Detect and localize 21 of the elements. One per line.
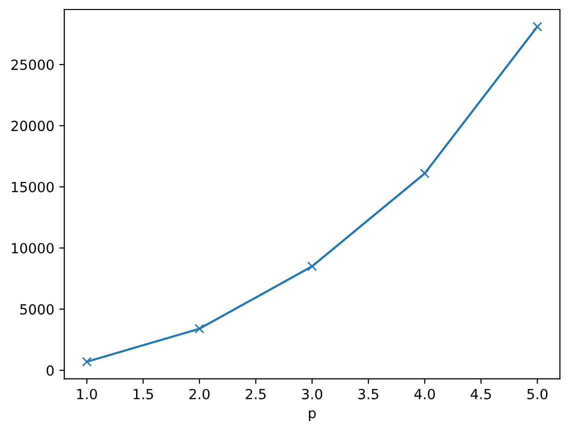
x-tick-label: 1.5 bbox=[134, 389, 153, 400]
x-tick-label: 3.5 bbox=[358, 388, 378, 400]
y-tick-label: 10000 bbox=[12, 242, 54, 254]
point bbox=[420, 168, 430, 178]
x-tick-label: 4.5 bbox=[470, 389, 491, 400]
x-axis-title: p bbox=[308, 410, 316, 422]
x-tick-label: 2.5 bbox=[246, 388, 266, 400]
point bbox=[194, 324, 204, 334]
y-tick-label: 25000 bbox=[11, 60, 54, 70]
x-tick-label: 1.0 bbox=[77, 388, 97, 400]
x-tick-label: 3.0 bbox=[302, 388, 322, 400]
point bbox=[82, 356, 92, 367]
x-tick-label: 5.0 bbox=[527, 388, 548, 400]
x-tick-label: 2.0 bbox=[189, 388, 210, 400]
point bbox=[532, 22, 542, 32]
point bbox=[307, 261, 317, 272]
y-tick-label: 20000 bbox=[11, 120, 54, 132]
y-tick-label: 15000 bbox=[12, 182, 54, 192]
y-tick-label: 5000 bbox=[20, 304, 54, 315]
y-tick-label: 0 bbox=[46, 365, 54, 376]
x-tick-label: 4.0 bbox=[414, 388, 435, 400]
